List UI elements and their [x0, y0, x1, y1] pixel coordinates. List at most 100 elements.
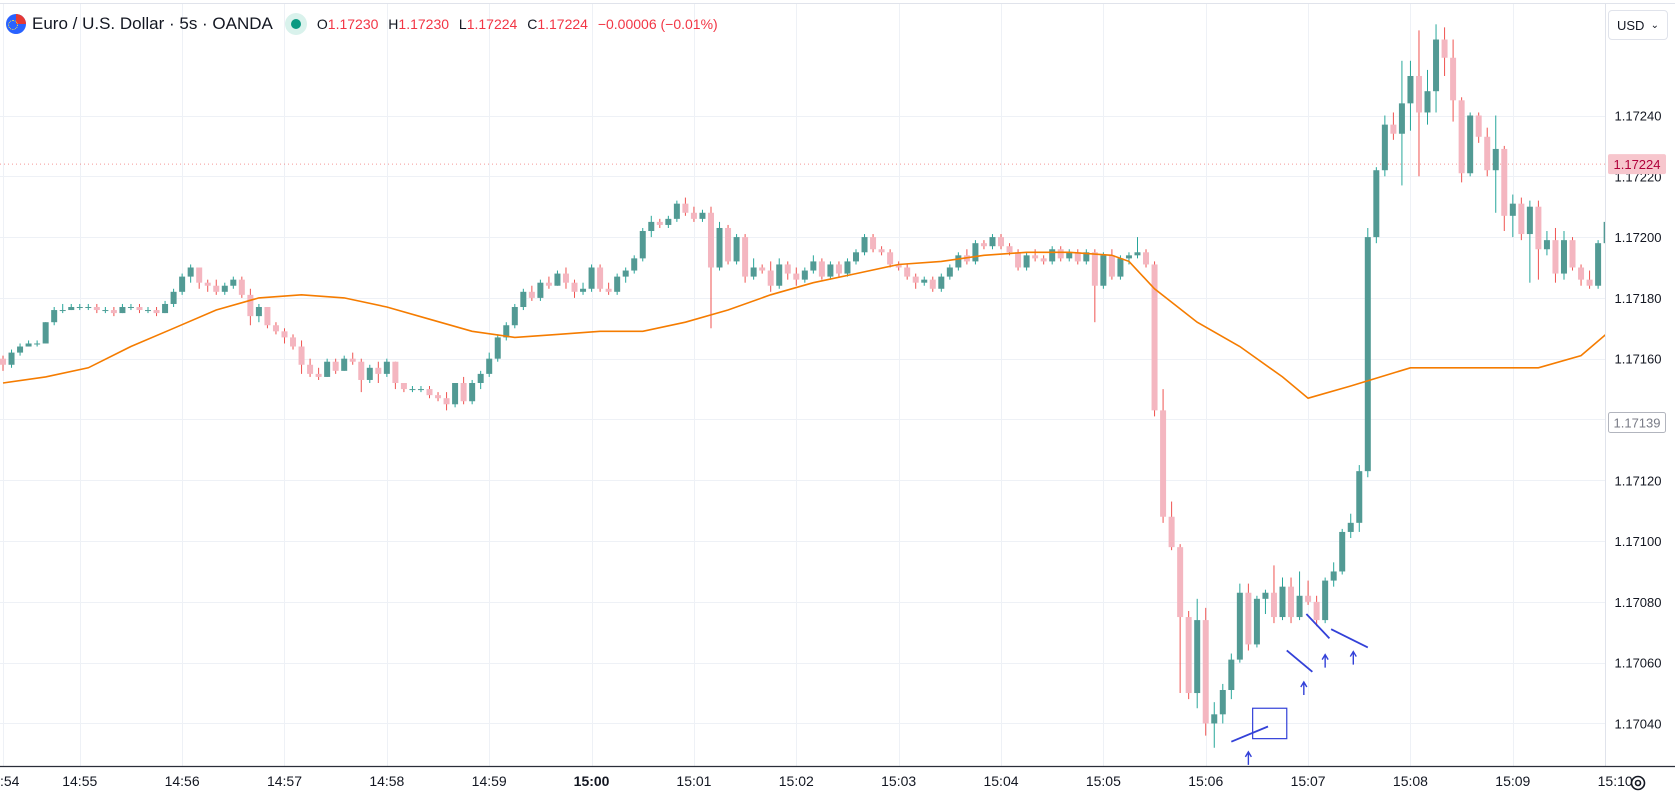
settings-gear-icon[interactable] [1627, 772, 1649, 794]
candle [187, 264, 194, 283]
candle-body [767, 270, 774, 286]
candle-body [93, 307, 100, 311]
candle-body [1185, 617, 1192, 694]
candle [818, 258, 825, 280]
candle-body [980, 243, 987, 247]
candle-body [1381, 124, 1388, 171]
candle [34, 340, 41, 347]
candle [1228, 653, 1235, 700]
candle [853, 249, 859, 265]
candle-body [562, 273, 569, 283]
candle-body [716, 227, 723, 268]
candle-body [1228, 659, 1235, 691]
currency-selector[interactable]: USD ⌄ [1608, 10, 1668, 40]
candle-body [324, 361, 331, 377]
candle [1091, 249, 1098, 323]
candle-body [998, 237, 1005, 247]
candle-body [145, 310, 152, 312]
candle-body [1390, 124, 1397, 134]
candle-body [801, 270, 808, 280]
candle [1211, 702, 1218, 748]
candle-body [247, 294, 254, 317]
candle [153, 307, 160, 317]
candle [673, 200, 680, 222]
candle [562, 267, 569, 289]
candle-body [861, 237, 868, 253]
time-tick-label: 15:05 [1086, 773, 1121, 789]
candle-body [1066, 252, 1073, 259]
candle [793, 267, 800, 286]
candle [554, 270, 561, 286]
candle [1424, 69, 1431, 125]
candle-body [375, 367, 382, 374]
candle [972, 240, 979, 265]
candle [315, 367, 322, 380]
candle-body [1177, 547, 1184, 618]
candle [1509, 194, 1516, 238]
candle [878, 246, 885, 256]
candle [59, 303, 66, 314]
price-tick-label: 1.17180 [1615, 291, 1662, 306]
up-arrow-icon [1300, 680, 1308, 695]
last-price-marker: 1.17224 [1608, 154, 1666, 175]
price-tick-label: 1.17040 [1615, 716, 1662, 731]
candle [452, 383, 459, 408]
candle [443, 392, 450, 411]
candle-body [1151, 264, 1158, 411]
candle [597, 264, 604, 292]
candle-body [1160, 410, 1167, 517]
candle-body [1023, 255, 1030, 268]
candle [17, 343, 24, 356]
time-tick-label: 15:07 [1291, 773, 1326, 789]
candle-body [1091, 252, 1098, 286]
candle-body [1270, 592, 1277, 618]
candle-body [196, 267, 203, 283]
candle [1151, 261, 1158, 417]
candle [179, 273, 186, 295]
candle-body [1040, 258, 1047, 262]
high-value: 1.17230 [398, 16, 450, 32]
candle-body [1322, 580, 1329, 621]
candle [733, 234, 740, 265]
candle [400, 383, 407, 393]
candle [1458, 97, 1465, 183]
candle [571, 279, 578, 298]
time-tick-label: :54 [0, 773, 20, 789]
market-status-icon[interactable] [284, 13, 307, 35]
time-tick-label: 15:03 [881, 773, 916, 789]
candle-body [119, 307, 126, 314]
candle-body [1288, 586, 1295, 618]
candle [409, 386, 416, 393]
candle-body [571, 282, 578, 292]
candle [145, 307, 152, 314]
candle [8, 349, 15, 368]
candle [682, 197, 689, 216]
candle [1185, 610, 1192, 700]
price-tick-label: 1.17080 [1615, 595, 1662, 610]
candle [699, 209, 706, 222]
candle-body [545, 282, 552, 286]
candle [1433, 24, 1440, 113]
candle-body [0, 358, 6, 365]
candle [767, 261, 774, 292]
candle [725, 224, 732, 265]
candle [127, 303, 134, 311]
candle-body [1074, 252, 1081, 262]
candle [921, 276, 928, 286]
candle [1356, 465, 1363, 532]
candle-body [1032, 255, 1039, 259]
candle [341, 355, 348, 371]
candle-body [102, 310, 109, 312]
candle [170, 288, 177, 308]
symbol-title[interactable]: Euro / U.S. Dollar · 5s · OANDA [32, 14, 273, 33]
open-label: O [316, 16, 328, 32]
up-arrow-icon [1244, 750, 1252, 765]
candle-body [554, 273, 561, 286]
time-tick-label: 14:55 [62, 773, 97, 789]
candle-body [759, 267, 766, 271]
candle-body [341, 358, 348, 371]
candle-body [835, 264, 842, 274]
price-tick-label: 1.17240 [1615, 109, 1662, 124]
